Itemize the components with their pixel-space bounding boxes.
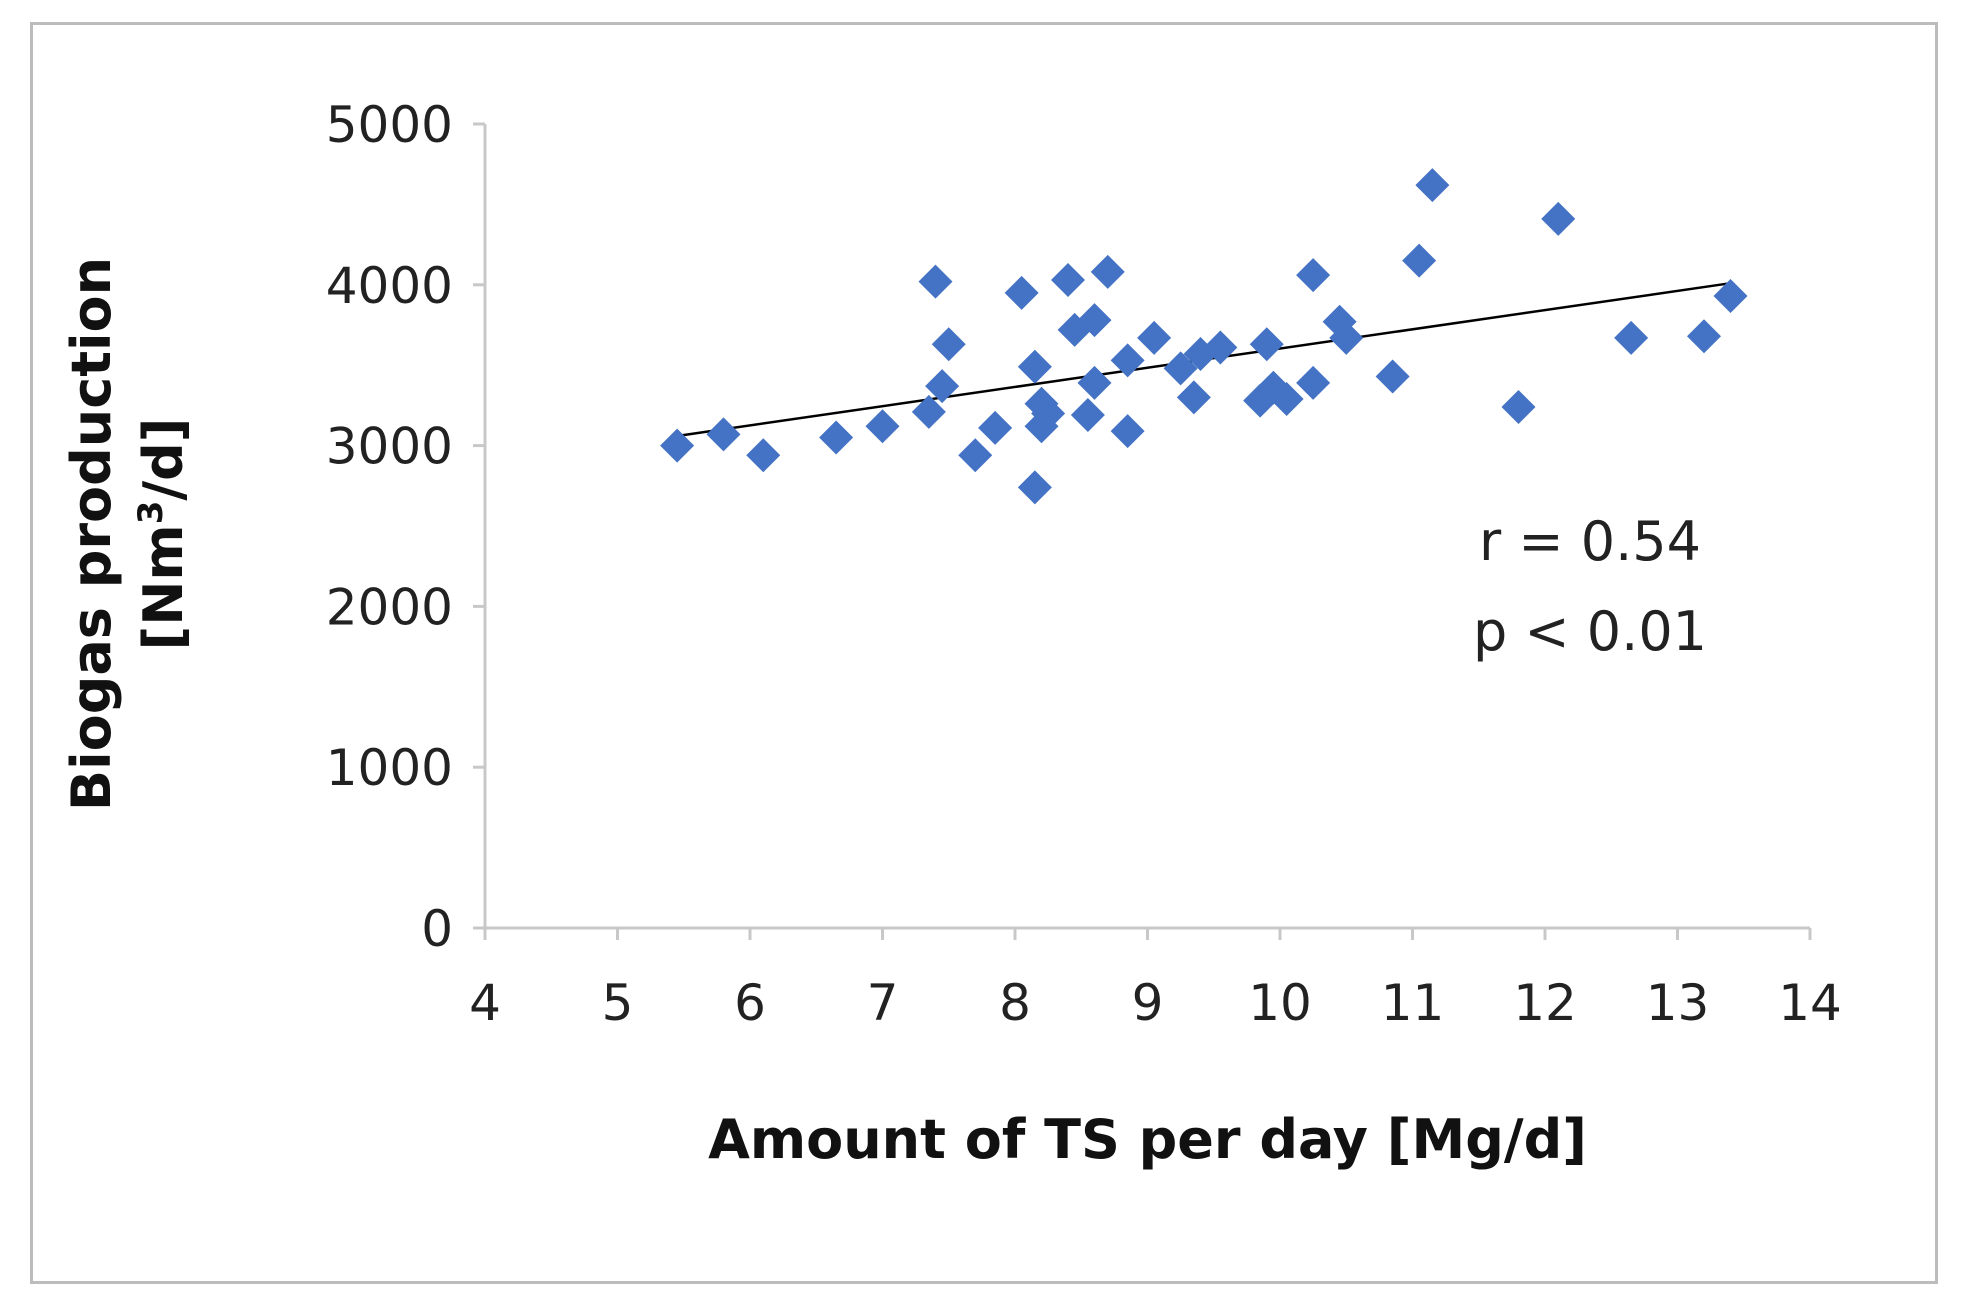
y-tick-label: 0 (421, 900, 453, 958)
data-point (1110, 343, 1145, 378)
y-axis-label-unit-sup: 3 (131, 501, 171, 525)
data-point (1249, 327, 1284, 362)
x-tick-label: 13 (1646, 974, 1710, 1032)
y-tick-label: 3000 (326, 418, 453, 476)
x-tick-label: 11 (1381, 974, 1445, 1032)
x-tick-label: 8 (999, 974, 1031, 1032)
data-point (1077, 303, 1112, 338)
x-tick-label: 6 (734, 974, 766, 1032)
data-point (1031, 396, 1066, 431)
data-point (978, 410, 1013, 445)
y-axis-label-unit-post: /d] (132, 418, 195, 501)
data-point (1415, 168, 1450, 203)
data-point (1501, 390, 1536, 425)
data-point (660, 428, 695, 463)
data-point (1269, 381, 1304, 416)
data-point (1296, 365, 1331, 400)
data-point (746, 438, 781, 473)
y-tick-label: 5000 (326, 96, 453, 154)
x-tick-label: 7 (867, 974, 899, 1032)
data-points (660, 168, 1748, 505)
data-point (1176, 380, 1211, 415)
data-point (1070, 398, 1105, 433)
data-point (819, 420, 854, 455)
p-value-annotation: p < 0.01 (1473, 600, 1707, 663)
data-point (1090, 254, 1125, 289)
data-point (958, 438, 993, 473)
x-tick-label: 10 (1248, 974, 1312, 1032)
y-ticks: 0 1000 2000 3000 4000 5000 (326, 96, 485, 958)
data-point (1375, 359, 1410, 394)
x-tick-label: 5 (602, 974, 634, 1032)
data-point (1541, 201, 1576, 236)
y-tick-label: 2000 (326, 578, 453, 636)
data-point (1329, 320, 1364, 355)
data-point (1017, 470, 1052, 505)
data-point (911, 394, 946, 429)
chart-frame (30, 22, 1938, 1284)
data-point (918, 264, 953, 299)
data-point (1402, 243, 1437, 278)
y-tick-label: 4000 (326, 257, 453, 315)
data-point (1163, 351, 1198, 386)
data-point (1713, 279, 1748, 314)
data-point (1077, 365, 1112, 400)
x-tick-label: 9 (1132, 974, 1164, 1032)
x-axis-label: Amount of TS per day [Mg/d] (708, 1108, 1587, 1171)
y-tick-label: 1000 (326, 739, 453, 797)
y-axis-label-line2: [Nm3/d] (131, 418, 195, 651)
data-point (1614, 320, 1649, 355)
y-axis-label-unit-pre: [Nm (132, 524, 195, 650)
data-point (1137, 320, 1172, 355)
data-point (1296, 258, 1331, 293)
x-tick-label: 4 (469, 974, 501, 1032)
data-point (706, 417, 741, 452)
x-tick-label: 12 (1513, 974, 1577, 1032)
y-axis-label-line1: Biogas production (60, 257, 123, 811)
data-point (1051, 262, 1085, 297)
data-point (925, 369, 960, 404)
correlation-annotation: r = 0.54 (1479, 510, 1701, 573)
x-tick-label: 14 (1778, 974, 1842, 1032)
data-point (1203, 330, 1238, 365)
data-point (1004, 275, 1039, 310)
data-point (931, 327, 966, 362)
data-point (1687, 319, 1721, 354)
data-point (1110, 414, 1145, 449)
y-axis-label: Biogas production [Nm3/d] (60, 257, 195, 811)
data-point (1017, 349, 1052, 384)
data-point (865, 409, 900, 444)
x-ticks: 4 5 6 7 8 9 10 11 12 13 14 (469, 928, 1842, 1032)
